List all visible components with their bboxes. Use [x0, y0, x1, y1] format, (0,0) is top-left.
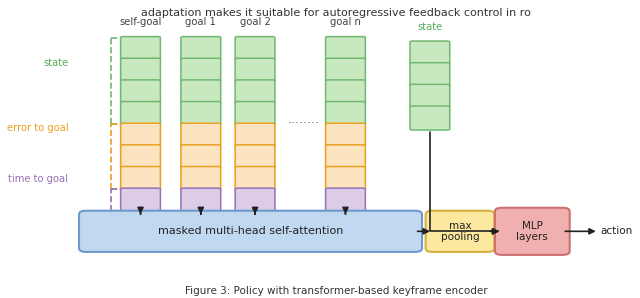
FancyBboxPatch shape	[79, 211, 422, 252]
Text: masked multi-head self-attention: masked multi-head self-attention	[158, 226, 343, 236]
FancyBboxPatch shape	[426, 211, 494, 252]
FancyBboxPatch shape	[120, 102, 161, 125]
FancyBboxPatch shape	[181, 188, 221, 212]
Text: Figure 3: Policy with transformer-based keyframe encoder: Figure 3: Policy with transformer-based …	[185, 286, 488, 296]
Text: self-goal: self-goal	[119, 17, 162, 27]
FancyBboxPatch shape	[235, 167, 275, 190]
FancyBboxPatch shape	[235, 37, 275, 60]
FancyBboxPatch shape	[235, 58, 275, 82]
FancyBboxPatch shape	[326, 37, 365, 60]
FancyBboxPatch shape	[326, 80, 365, 104]
FancyBboxPatch shape	[120, 58, 161, 82]
Text: state: state	[43, 58, 68, 68]
Text: action: action	[600, 226, 633, 236]
Text: time to goal: time to goal	[8, 174, 68, 184]
FancyBboxPatch shape	[120, 123, 161, 147]
Text: max
pooling: max pooling	[441, 221, 479, 242]
Text: ........: ........	[287, 113, 319, 126]
Text: MLP
layers: MLP layers	[516, 221, 548, 242]
FancyBboxPatch shape	[326, 102, 365, 125]
FancyBboxPatch shape	[326, 167, 365, 190]
Text: goal n: goal n	[330, 17, 361, 27]
FancyBboxPatch shape	[235, 123, 275, 147]
Text: goal 1: goal 1	[186, 17, 216, 27]
FancyBboxPatch shape	[120, 145, 161, 169]
Text: adaptation makes it suitable for autoregressive feedback control in ro: adaptation makes it suitable for autoreg…	[141, 8, 531, 18]
FancyBboxPatch shape	[495, 208, 570, 255]
FancyBboxPatch shape	[235, 102, 275, 125]
FancyBboxPatch shape	[181, 58, 221, 82]
FancyBboxPatch shape	[181, 80, 221, 104]
FancyBboxPatch shape	[410, 84, 450, 108]
FancyBboxPatch shape	[181, 37, 221, 60]
FancyBboxPatch shape	[181, 102, 221, 125]
FancyBboxPatch shape	[120, 188, 161, 212]
FancyBboxPatch shape	[235, 80, 275, 104]
FancyBboxPatch shape	[410, 63, 450, 87]
FancyBboxPatch shape	[120, 37, 161, 60]
FancyBboxPatch shape	[410, 106, 450, 130]
Text: error to goal: error to goal	[6, 123, 68, 133]
FancyBboxPatch shape	[326, 58, 365, 82]
FancyBboxPatch shape	[120, 80, 161, 104]
FancyBboxPatch shape	[181, 145, 221, 169]
FancyBboxPatch shape	[326, 145, 365, 169]
FancyBboxPatch shape	[120, 167, 161, 190]
FancyBboxPatch shape	[410, 41, 450, 65]
FancyBboxPatch shape	[181, 167, 221, 190]
Text: state: state	[417, 22, 442, 32]
FancyBboxPatch shape	[181, 123, 221, 147]
FancyBboxPatch shape	[326, 188, 365, 212]
FancyBboxPatch shape	[326, 123, 365, 147]
FancyBboxPatch shape	[235, 188, 275, 212]
FancyBboxPatch shape	[235, 145, 275, 169]
Text: goal 2: goal 2	[239, 17, 271, 27]
